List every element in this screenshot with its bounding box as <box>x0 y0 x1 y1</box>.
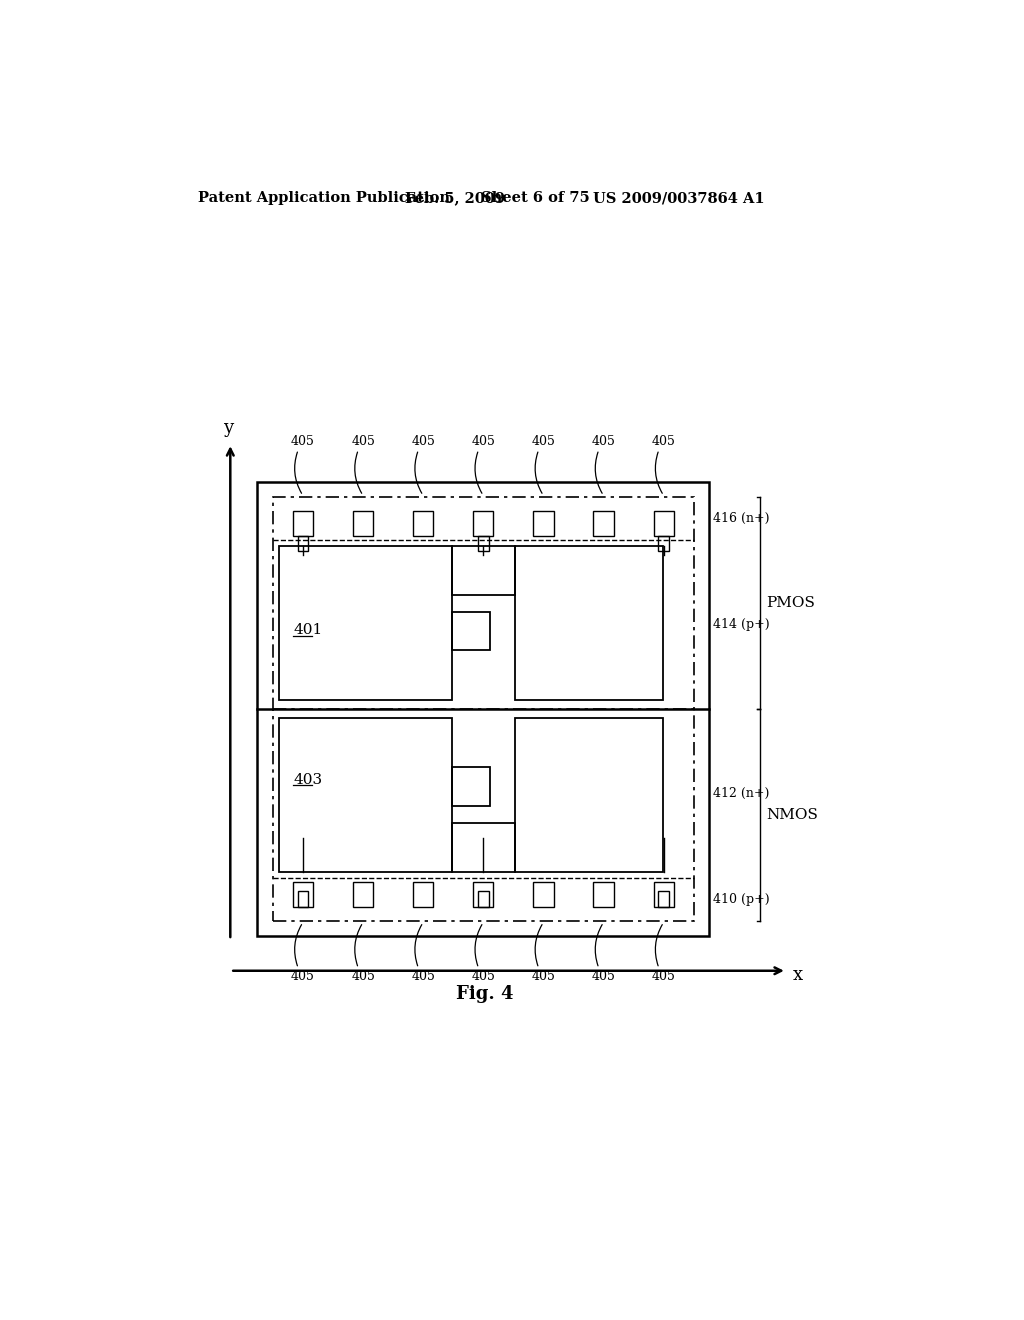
Bar <box>452 767 489 807</box>
Bar <box>653 511 674 536</box>
Bar <box>452 545 515 595</box>
Bar <box>353 882 373 907</box>
Text: x: x <box>793 966 803 983</box>
Text: Sheet 6 of 75: Sheet 6 of 75 <box>480 191 590 206</box>
Text: 405: 405 <box>471 970 496 983</box>
Bar <box>298 536 308 552</box>
Bar <box>473 882 494 907</box>
Text: US 2009/0037864 A1: US 2009/0037864 A1 <box>593 191 765 206</box>
Bar <box>413 511 433 536</box>
Bar <box>473 511 494 536</box>
Text: y: y <box>223 420 233 437</box>
Text: 405: 405 <box>291 970 315 983</box>
Text: 405: 405 <box>531 970 555 983</box>
Bar <box>478 891 488 907</box>
Text: 405: 405 <box>651 970 676 983</box>
Text: 405: 405 <box>471 434 496 447</box>
Text: 405: 405 <box>351 434 375 447</box>
Text: PMOS: PMOS <box>766 597 815 610</box>
Bar <box>478 536 488 552</box>
Bar <box>515 545 663 700</box>
Bar <box>273 498 693 921</box>
Text: 405: 405 <box>592 970 615 983</box>
Bar <box>298 891 308 907</box>
Text: 414 (p+): 414 (p+) <box>713 618 770 631</box>
Text: Feb. 5, 2009: Feb. 5, 2009 <box>406 191 506 206</box>
Text: Fig. 4: Fig. 4 <box>456 985 513 1003</box>
Text: 401: 401 <box>293 623 323 638</box>
Bar <box>413 882 433 907</box>
Text: 405: 405 <box>412 434 435 447</box>
Text: 405: 405 <box>592 434 615 447</box>
Bar <box>594 511 613 536</box>
Text: 405: 405 <box>531 434 555 447</box>
Bar <box>658 891 669 907</box>
Bar <box>594 882 613 907</box>
Bar <box>280 718 452 873</box>
Text: 405: 405 <box>351 970 375 983</box>
Bar <box>280 545 452 700</box>
Bar <box>534 882 554 907</box>
Text: 405: 405 <box>412 970 435 983</box>
Bar <box>293 511 313 536</box>
Bar <box>653 882 674 907</box>
Text: 403: 403 <box>293 772 323 787</box>
Text: 412 (n+): 412 (n+) <box>713 787 769 800</box>
Bar <box>534 511 554 536</box>
Bar <box>515 718 663 873</box>
Text: 410 (p+): 410 (p+) <box>713 894 770 906</box>
Bar <box>452 822 515 873</box>
Text: NMOS: NMOS <box>766 808 818 822</box>
Text: Patent Application Publication: Patent Application Publication <box>198 191 450 206</box>
Bar <box>257 482 710 936</box>
Bar <box>658 536 669 552</box>
Bar <box>293 882 313 907</box>
Text: 416 (n+): 416 (n+) <box>713 512 770 525</box>
Bar <box>353 511 373 536</box>
Text: 405: 405 <box>651 434 676 447</box>
Bar <box>452 612 489 651</box>
Text: 405: 405 <box>291 434 315 447</box>
